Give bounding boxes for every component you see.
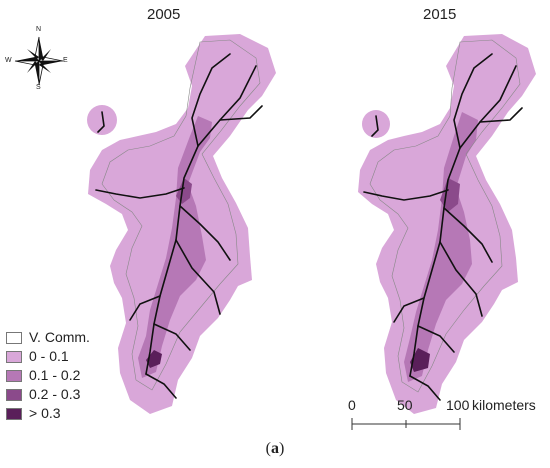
compass-w: W (5, 57, 12, 64)
administrative-boundary (101, 39, 261, 391)
road (179, 205, 231, 261)
legend-item: 0.2 - 0.3 (6, 385, 90, 404)
legend-swatch (6, 407, 22, 420)
road (363, 189, 449, 201)
road (453, 53, 493, 149)
legend-label: > 0.3 (29, 405, 61, 421)
road (175, 239, 221, 315)
road (191, 53, 231, 147)
road-network (95, 53, 263, 399)
road (393, 297, 425, 323)
map-2015 (358, 34, 536, 414)
road (219, 105, 263, 121)
road (145, 373, 177, 399)
road (417, 325, 455, 353)
density-high (176, 178, 192, 204)
scale-tick-label: 100 (446, 397, 470, 413)
density-core (410, 348, 430, 372)
map-title-2015: 2015 (423, 6, 457, 23)
road (439, 241, 483, 317)
road (409, 65, 517, 377)
caption-open: ( (265, 440, 271, 457)
road (371, 115, 379, 137)
caption-close: ) (279, 440, 285, 457)
legend-label: 0.1 - 0.2 (29, 367, 81, 383)
legend-label: 0 - 0.1 (29, 348, 69, 364)
legend-item: V. Comm. (6, 328, 90, 347)
road (129, 295, 161, 321)
legend-label: V. Comm. (29, 329, 90, 345)
compass-rose-icon (14, 36, 64, 86)
map-title-2005: 2005 (147, 6, 181, 23)
road (479, 107, 523, 123)
isolated-buffer (362, 110, 390, 138)
scale-bar (351, 418, 461, 430)
figure-caption: (a) (0, 440, 550, 458)
legend-swatch (6, 350, 22, 363)
legend-swatch (6, 331, 22, 344)
compass-n: N (36, 26, 42, 33)
administrative-boundary (369, 39, 521, 393)
isolated-buffer (87, 105, 117, 135)
scale-tick-label: 0 (348, 397, 356, 413)
compass-e: E (63, 57, 68, 64)
scale-bar-labels: 0 50 100 kilometers (342, 397, 550, 417)
road (95, 187, 185, 199)
road (145, 65, 257, 375)
legend-swatch (6, 388, 22, 401)
road-network (363, 53, 523, 401)
road (409, 375, 441, 401)
density-core (146, 350, 162, 368)
legend-swatch (6, 369, 22, 382)
road (97, 111, 105, 133)
legend-item: 0.1 - 0.2 (6, 366, 90, 385)
compass-s: S (36, 84, 41, 91)
scale-tick-label: 50 (397, 397, 413, 413)
legend-item: 0 - 0.1 (6, 347, 90, 366)
caption-letter: a (271, 440, 279, 457)
density-mid (404, 112, 478, 382)
map-2005 (87, 34, 276, 414)
legend: V. Comm. 0 - 0.1 0.1 - 0.2 0.2 - 0.3 > 0… (6, 328, 90, 423)
road (153, 323, 191, 351)
legend-item: > 0.3 (6, 404, 90, 423)
scale-unit: kilometers (472, 397, 536, 413)
legend-label: 0.2 - 0.3 (29, 386, 81, 402)
road (443, 207, 493, 263)
